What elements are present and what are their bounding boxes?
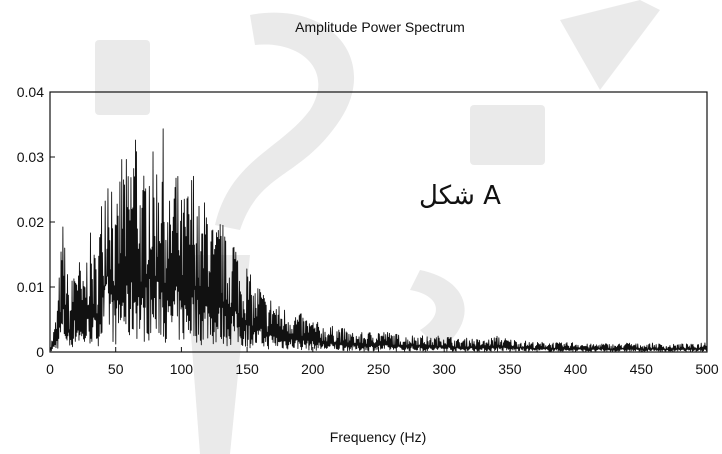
x-tick-label: 400: [564, 361, 588, 377]
x-tick-label: 300: [433, 361, 457, 377]
watermark-curve-1: [215, 12, 355, 231]
watermark-block-2: [470, 105, 545, 165]
chart-title: Amplitude Power Spectrum: [295, 19, 465, 35]
watermark-block-1: [95, 40, 150, 115]
x-tick-label: 100: [170, 361, 194, 377]
x-tick-label: 350: [498, 361, 522, 377]
x-tick-label: 200: [301, 361, 325, 377]
x-tick-label: 0: [46, 361, 54, 377]
series-line: [49, 128, 708, 353]
x-axis: 0 50 100 150 200 250 300 350 400 450 500: [46, 347, 719, 377]
watermark: [95, 0, 660, 454]
y-tick-label: 0.04: [17, 84, 44, 100]
x-tick-label: 500: [695, 361, 719, 377]
y-tick-label: 0.01: [17, 279, 44, 295]
x-tick-label: 250: [367, 361, 391, 377]
x-tick-label: 150: [235, 361, 259, 377]
watermark-curve-4: [410, 270, 465, 350]
watermark-curve-2: [560, 0, 660, 90]
x-tick-label: 50: [108, 361, 124, 377]
y-axis: 0 0.01 0.02 0.03 0.04: [17, 84, 55, 360]
y-tick-label: 0: [36, 344, 44, 360]
y-tick-label: 0.03: [17, 149, 44, 165]
x-tick-label: 450: [630, 361, 654, 377]
chart-annotation: شکل A: [419, 181, 501, 211]
x-axis-label: Frequency (Hz): [330, 429, 426, 445]
y-tick-label: 0.02: [17, 214, 44, 230]
plot-area: [49, 91, 708, 353]
